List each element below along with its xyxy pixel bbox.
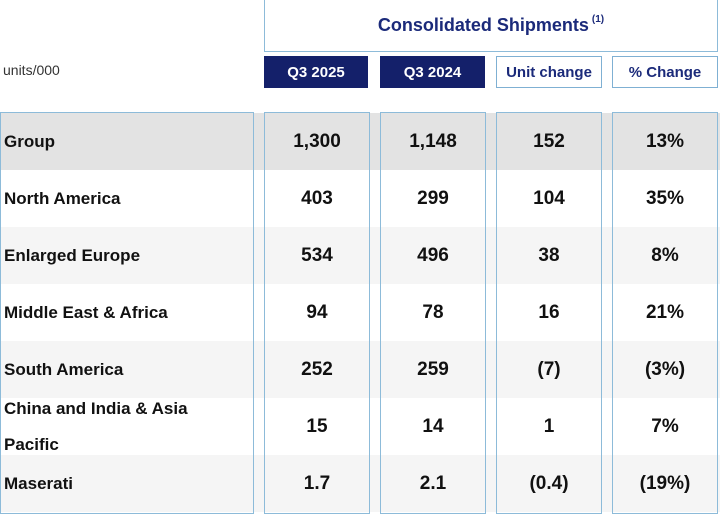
cell-q3-2025: 1,300 [293, 130, 341, 152]
unit-change-column-outline [496, 112, 602, 514]
cell-q3-2024: 496 [417, 244, 449, 266]
row-label: Middle East & Africa [4, 302, 168, 322]
q3-2025-column-outline [264, 112, 370, 514]
table-row: China and India & Asia Pacific 15 14 1 7… [0, 398, 720, 455]
cell-percent-change: 8% [651, 244, 679, 266]
table-row: Enlarged Europe 534 496 38 8% [0, 227, 720, 284]
cell-q3-2025: 94 [306, 301, 328, 323]
row-label: North America [4, 188, 121, 208]
cell-q3-2025: 252 [301, 358, 333, 380]
row-label: China and India & Asia Pacific [4, 398, 188, 454]
cell-percent-change: 21% [645, 301, 685, 323]
header-q3-2024: Q3 2024 [380, 56, 485, 88]
cell-unit-change: (7) [537, 358, 561, 380]
cell-unit-change: 38 [538, 244, 560, 266]
table-row: Maserati 1.7 2.1 (0.4) (19%) [0, 455, 720, 512]
row-label: South America [4, 359, 124, 379]
table-title-text: Consolidated Shipments [377, 15, 589, 35]
header-percent-change: % Change [612, 56, 718, 88]
cell-percent-change: 7% [651, 415, 679, 437]
cell-unit-change: 16 [538, 301, 560, 323]
header-unit-change: Unit change [496, 56, 602, 88]
cell-percent-change: 13% [645, 130, 685, 152]
units-label: units/000 [3, 62, 60, 78]
cell-percent-change: (3%) [644, 358, 686, 380]
table-row: Group 1,300 1,148 152 13% [0, 113, 720, 170]
cell-q3-2024: 299 [417, 187, 449, 209]
header-q3-2025: Q3 2025 [264, 56, 368, 88]
cell-q3-2024: 14 [422, 415, 444, 437]
cell-unit-change: 104 [533, 187, 565, 209]
title-footnote: (1) [591, 14, 605, 25]
cell-q3-2024: 259 [417, 358, 449, 380]
row-label: Enlarged Europe [4, 245, 141, 265]
cell-q3-2024: 1,148 [409, 130, 457, 152]
cell-q3-2025: 534 [301, 244, 333, 266]
cell-q3-2025: 15 [306, 415, 328, 437]
table-row: South America 252 259 (7) (3%) [0, 341, 720, 398]
cell-unit-change: (0.4) [529, 472, 569, 494]
percent-change-column-outline [612, 112, 718, 514]
cell-unit-change: 152 [533, 130, 565, 152]
q3-2024-column-outline [380, 112, 486, 514]
row-label: Group [4, 131, 55, 151]
table-title: Consolidated Shipments (1) [264, 0, 718, 52]
cell-unit-change: 1 [543, 415, 555, 437]
cell-percent-change: 35% [645, 187, 685, 209]
row-label: Maserati [4, 473, 73, 493]
cell-percent-change: (19%) [639, 472, 691, 494]
table-row: Middle East & Africa 94 78 16 21% [0, 284, 720, 341]
label-column-outline [0, 112, 254, 514]
cell-q3-2024: 78 [422, 301, 444, 323]
cell-q3-2025: 1.7 [303, 472, 331, 494]
cell-q3-2024: 2.1 [419, 472, 447, 494]
table-row: North America 403 299 104 35% [0, 170, 720, 227]
cell-q3-2025: 403 [301, 187, 333, 209]
